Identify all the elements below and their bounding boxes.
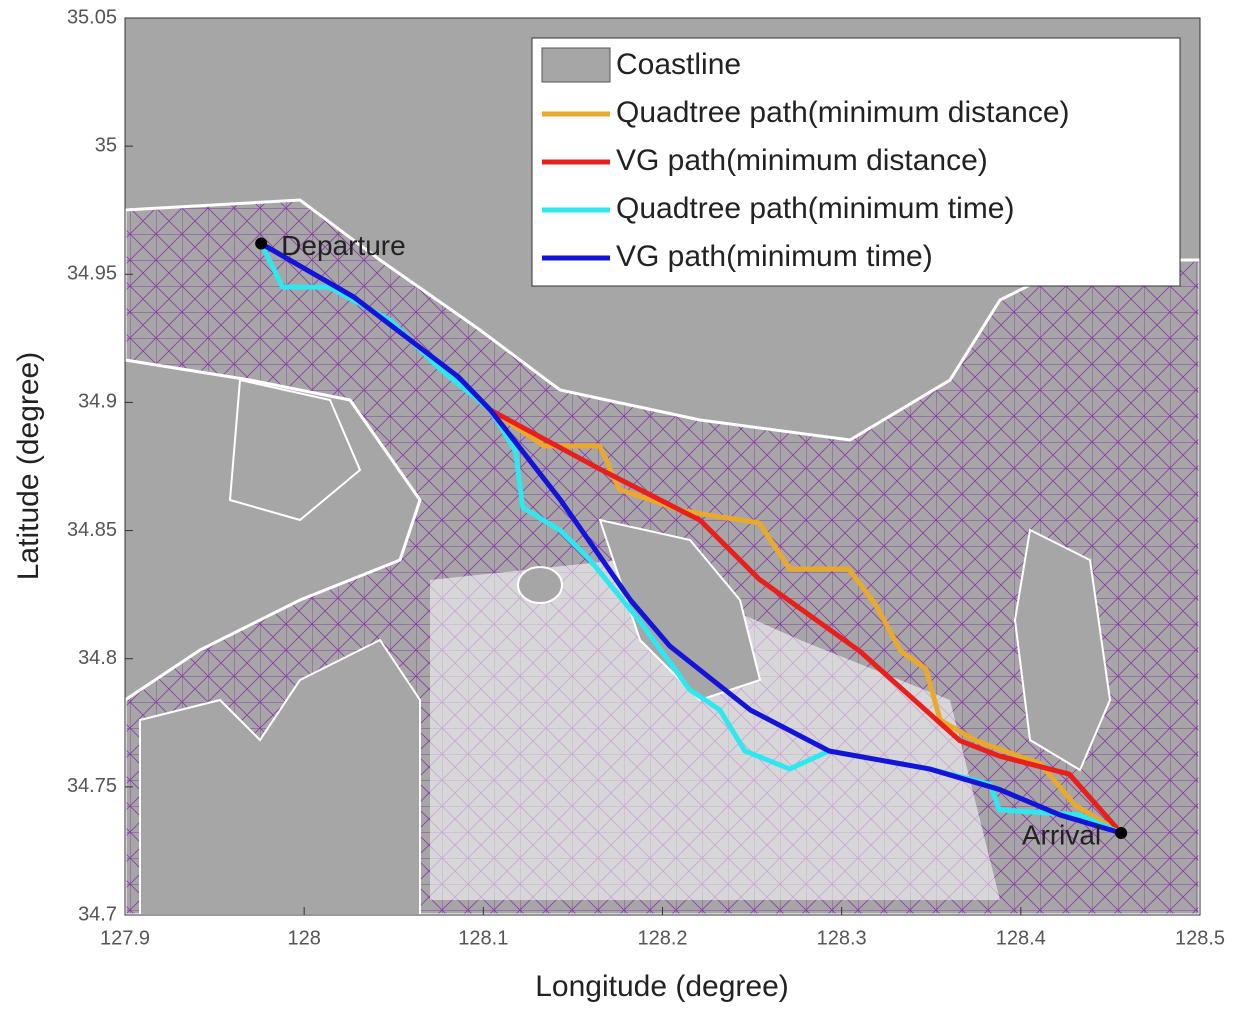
endpoint-marker (1115, 827, 1127, 839)
y-tick-label: 34.8 (78, 647, 117, 669)
y-tick-label: 34.85 (67, 519, 117, 541)
legend-label: Quadtree path(minimum time) (616, 192, 1014, 225)
x-tick-label: 127.9 (100, 927, 150, 949)
y-axis-label: Latitude (degree) (12, 352, 45, 581)
y-tick-label: 34.75 (67, 775, 117, 797)
legend-label: Quadtree path(minimum distance) (616, 96, 1070, 129)
legend-label: VG path(minimum time) (616, 240, 933, 273)
legend-label: VG path(minimum distance) (616, 144, 988, 177)
x-axis-label: Longitude (degree) (535, 970, 789, 1003)
island (518, 567, 562, 603)
x-tick-label: 128.1 (458, 927, 508, 949)
annotation: Departure (281, 230, 406, 261)
y-tick-label: 34.95 (67, 263, 117, 285)
chart: 127.9 128 128.1 128.2 128.3 128.4 128.5 34.7 34.… (0, 0, 1236, 1006)
annotation: Arrival (1022, 819, 1101, 850)
y-tick-label: 34.9 (78, 391, 117, 413)
x-tick-label: 128.3 (817, 927, 867, 949)
x-tick-label: 128 (287, 927, 320, 949)
x-tick-label: 128.5 (1175, 927, 1225, 949)
x-tick-label: 128.4 (996, 927, 1046, 949)
y-tick-label: 35 (95, 134, 117, 156)
legend-swatch (542, 48, 610, 82)
endpoint-marker (255, 238, 267, 250)
legend: Coastline Quadtree path(minimum distance)… (532, 38, 1180, 286)
x-tick-label: 128.2 (637, 927, 687, 949)
y-tick-label: 35.05 (67, 6, 117, 28)
y-tick-label: 34.7 (78, 903, 117, 925)
legend-label: Coastline (616, 48, 741, 81)
